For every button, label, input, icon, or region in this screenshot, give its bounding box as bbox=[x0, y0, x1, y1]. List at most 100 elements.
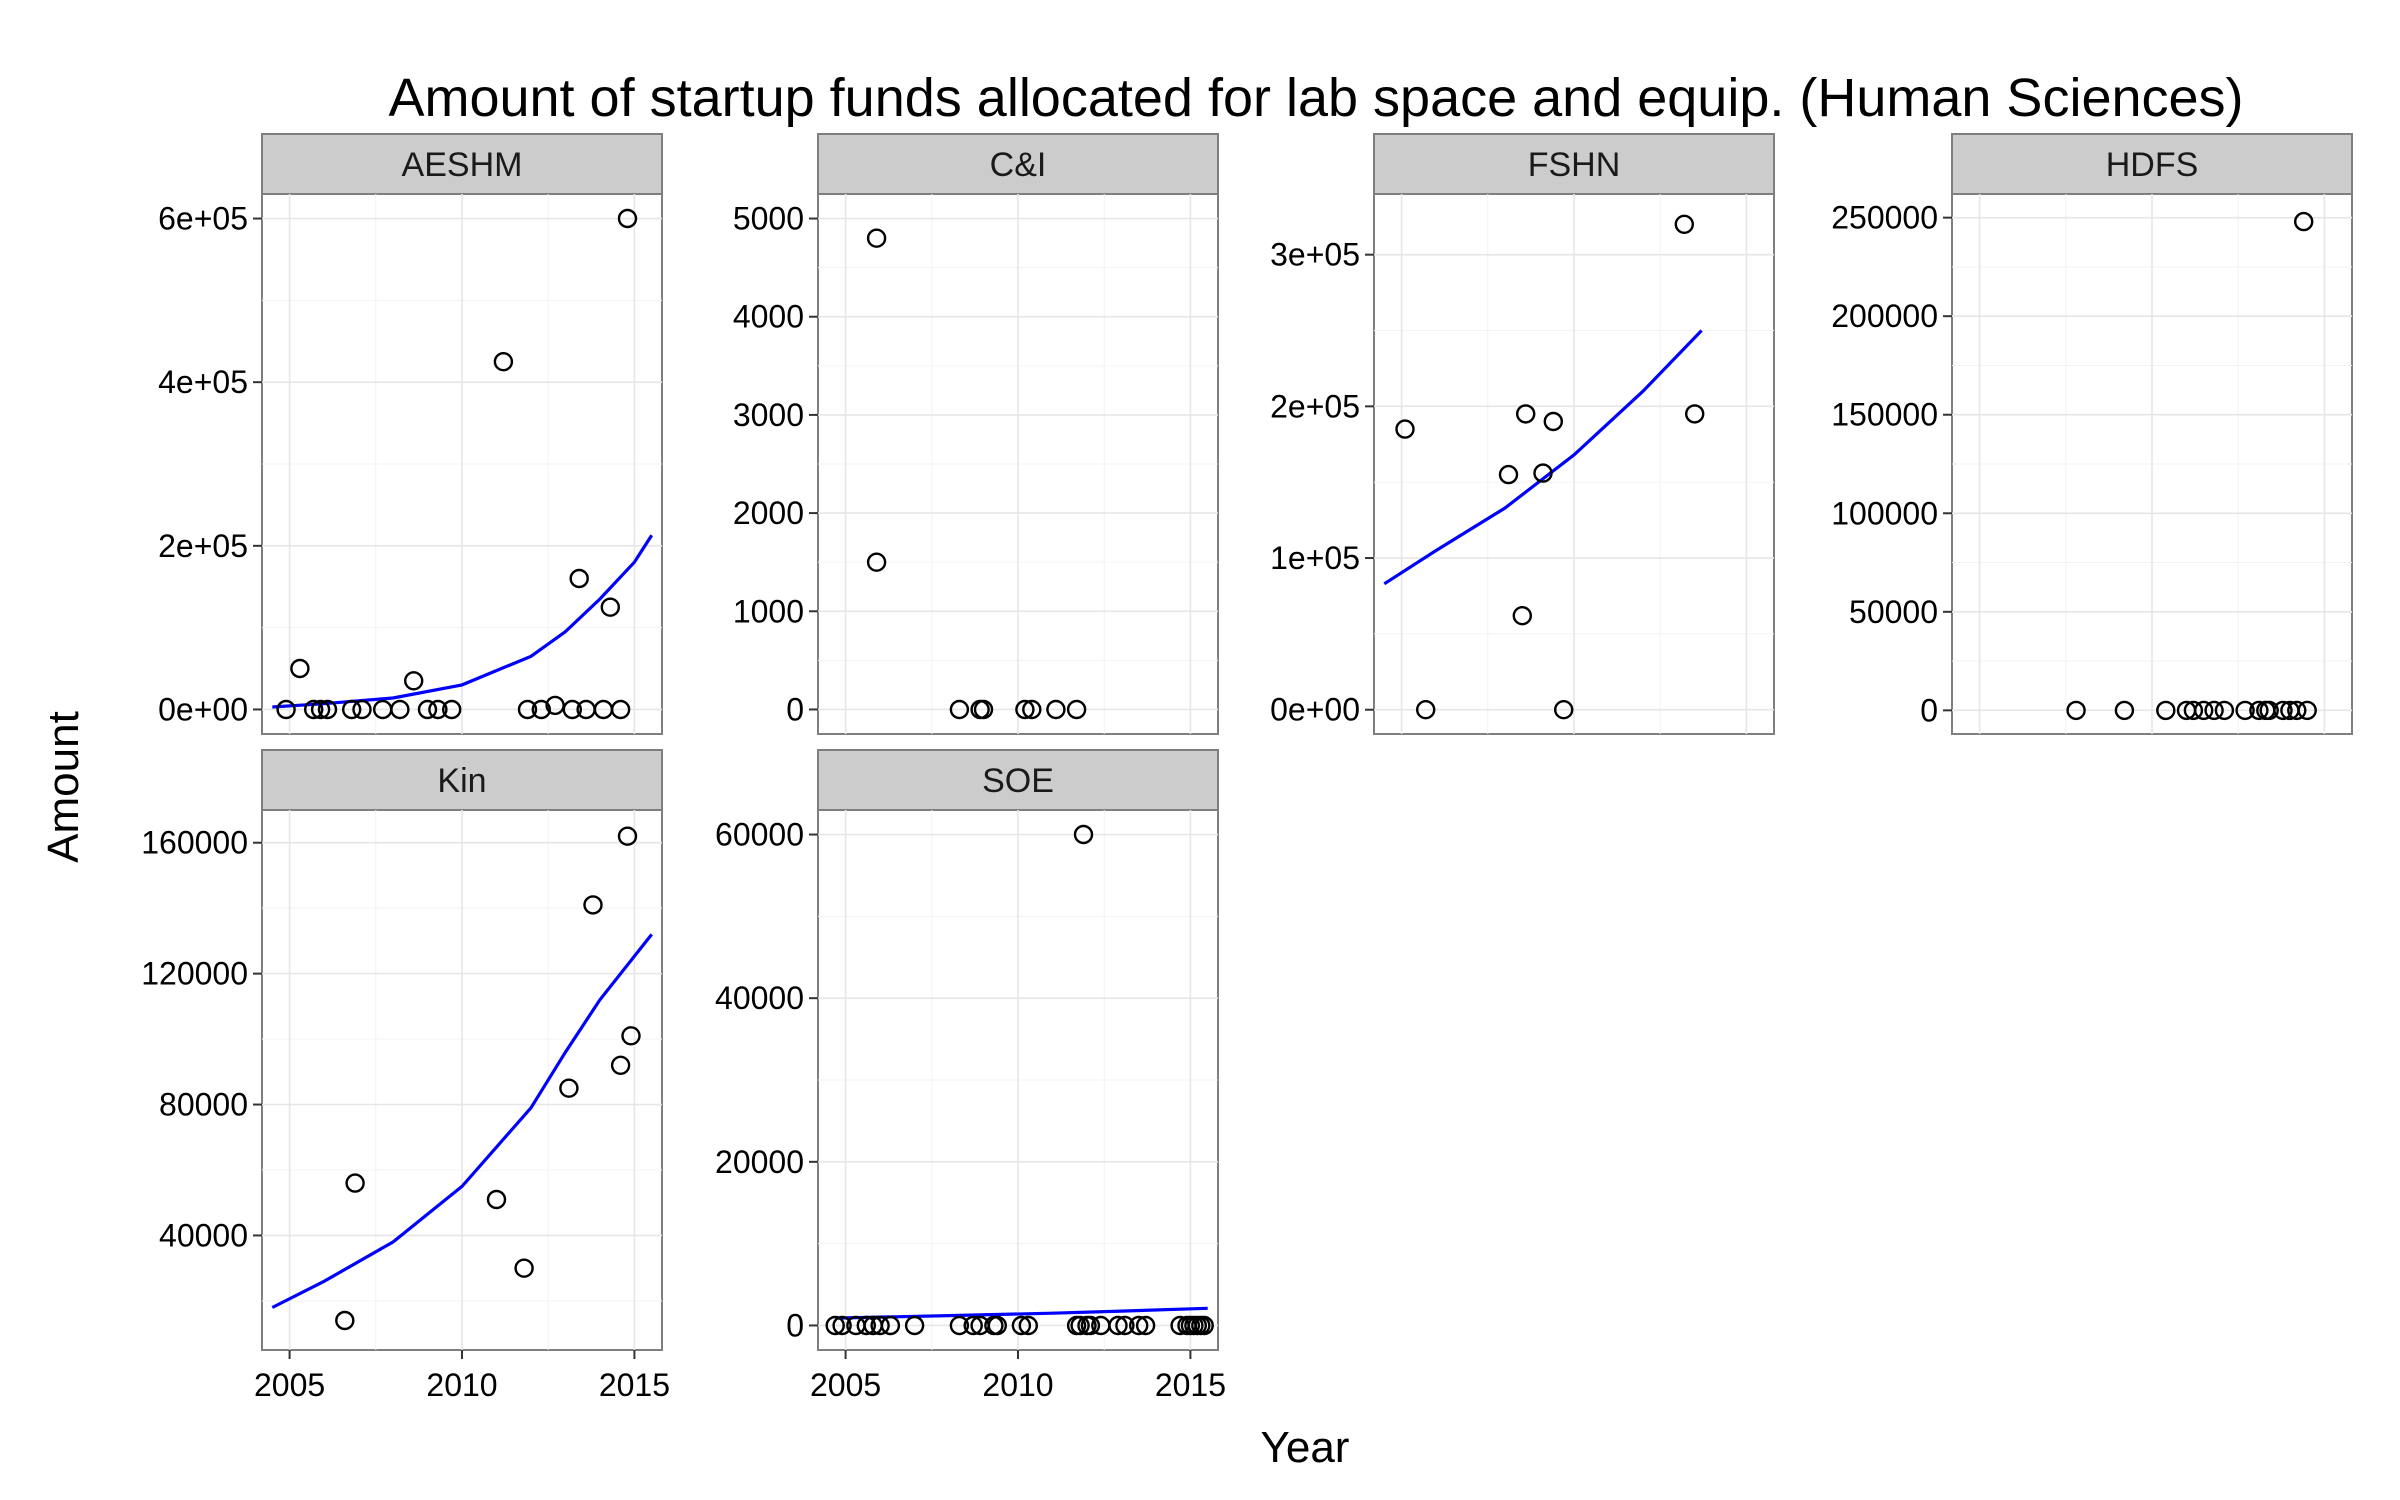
y-tick-label: 4000 bbox=[733, 299, 804, 335]
trend-line-soe bbox=[835, 1306, 1208, 1320]
strip-aeshm bbox=[261, 133, 663, 195]
y-tick-label: 0 bbox=[1920, 692, 1938, 728]
data-point bbox=[514, 1258, 534, 1278]
x-axis-title: Year bbox=[1261, 1423, 1350, 1472]
data-point bbox=[531, 699, 551, 720]
y-tick-label: 60000 bbox=[715, 817, 804, 853]
data-point bbox=[880, 1315, 901, 1336]
y-tick-label: 40000 bbox=[159, 1217, 248, 1253]
data-point bbox=[2293, 211, 2314, 232]
data-point bbox=[1073, 824, 1094, 845]
y-tick-label: 0 bbox=[786, 1307, 804, 1343]
data-point bbox=[832, 1315, 852, 1336]
data-point bbox=[904, 1315, 925, 1336]
panel-fshn: FSHN 0e+00 1e+05 2e+05 3e+05 bbox=[1270, 133, 1775, 735]
y-tick-label: 250000 bbox=[1831, 200, 1938, 236]
data-point bbox=[949, 1315, 970, 1336]
data-point bbox=[2183, 700, 2204, 721]
data-point bbox=[2297, 700, 2317, 721]
y-tick-label: 1e+05 bbox=[1270, 540, 1360, 576]
x-tick-label: 2010 bbox=[426, 1367, 497, 1403]
strip-c-i bbox=[817, 133, 1219, 195]
strip-label-soe: SOE bbox=[982, 762, 1054, 800]
data-point bbox=[310, 699, 331, 720]
data-point bbox=[1135, 1315, 1156, 1336]
data-point bbox=[1070, 1315, 1090, 1336]
y-tick-label: 5000 bbox=[733, 201, 804, 237]
data-point bbox=[2066, 700, 2086, 721]
x-tick-label: 2015 bbox=[599, 1367, 670, 1403]
data-point bbox=[304, 699, 324, 720]
strip-label-hdfs: HDFS bbox=[2106, 146, 2199, 184]
data-point bbox=[825, 1315, 845, 1336]
data-point bbox=[2287, 700, 2307, 721]
data-point bbox=[856, 1315, 876, 1336]
y-tick-label: 0e+00 bbox=[1270, 692, 1360, 728]
chart-title: Amount of startup funds allocated for la… bbox=[388, 68, 2243, 128]
panel-aeshm: AESHM 0e+00 2e+05 4e+05 6e+05 bbox=[158, 133, 663, 735]
data-point bbox=[1022, 699, 1042, 720]
data-point bbox=[345, 1173, 365, 1193]
data-point bbox=[2259, 700, 2279, 721]
data-point bbox=[442, 699, 462, 720]
data-point bbox=[600, 597, 620, 617]
data-point bbox=[1066, 699, 1087, 720]
data-point bbox=[617, 826, 638, 846]
data-point bbox=[1498, 464, 1519, 485]
data-point bbox=[276, 699, 296, 720]
data-point bbox=[562, 699, 582, 720]
data-point bbox=[1533, 463, 1553, 483]
y-tick-label: 1000 bbox=[733, 593, 804, 629]
x-tick-label: 2005 bbox=[810, 1367, 881, 1403]
y-tick-label: 3e+05 bbox=[1270, 237, 1360, 273]
data-point bbox=[404, 671, 424, 691]
data-point bbox=[1395, 419, 1415, 439]
data-point bbox=[1415, 700, 1436, 720]
data-point bbox=[866, 552, 887, 572]
y-tick-label: 20000 bbox=[715, 1144, 804, 1180]
data-point bbox=[1011, 1315, 1032, 1336]
data-point bbox=[2204, 700, 2224, 721]
y-tick-label: 0 bbox=[786, 691, 804, 727]
y-tick-label: 2e+05 bbox=[158, 528, 248, 564]
data-point bbox=[1018, 1315, 1039, 1336]
y-tick-label: 2000 bbox=[733, 495, 804, 531]
data-point bbox=[1015, 699, 1035, 720]
data-point bbox=[1553, 700, 1574, 720]
strip-label-aeshm: AESHM bbox=[402, 146, 523, 184]
data-point bbox=[559, 1078, 579, 1098]
y-tick-label: 0e+00 bbox=[158, 691, 248, 727]
y-tick-label: 200000 bbox=[1831, 298, 1938, 334]
data-point bbox=[617, 208, 638, 229]
data-point bbox=[1684, 404, 1705, 424]
data-point bbox=[1512, 606, 1533, 626]
y-tick-label: 120000 bbox=[141, 956, 248, 992]
y-tick-label: 3000 bbox=[733, 397, 804, 433]
panel-kin: Kin 40000 80000 120000 160000 2005 2010 2015 bbox=[141, 749, 670, 1403]
panel-hdfs: HDFS 0 50000 100000 150000 200000 250000 bbox=[1831, 133, 2353, 735]
x-tick-label: 2005 bbox=[254, 1367, 325, 1403]
data-point bbox=[2193, 700, 2214, 721]
data-point bbox=[973, 699, 994, 720]
y-tick-label: 160000 bbox=[141, 825, 248, 861]
trend-line-kin bbox=[271, 933, 653, 1309]
y-tick-label: 100000 bbox=[1831, 495, 1938, 531]
data-point bbox=[1115, 1315, 1135, 1336]
y-tick-label: 50000 bbox=[1849, 594, 1938, 630]
data-point bbox=[1543, 411, 1564, 432]
data-point bbox=[1046, 699, 1066, 720]
strip-label-kin: Kin bbox=[437, 762, 486, 800]
data-point bbox=[963, 1315, 983, 1336]
data-point bbox=[428, 699, 448, 720]
data-point bbox=[949, 699, 970, 720]
strip-soe bbox=[817, 749, 1219, 811]
y-tick-label: 40000 bbox=[715, 980, 804, 1016]
data-point bbox=[2156, 700, 2176, 721]
data-point bbox=[610, 699, 631, 720]
y-tick-label: 2e+05 bbox=[1270, 388, 1360, 424]
data-point bbox=[1128, 1315, 1149, 1336]
data-point bbox=[2249, 700, 2269, 721]
data-point bbox=[493, 352, 514, 372]
y-tick-label: 80000 bbox=[159, 1087, 248, 1123]
